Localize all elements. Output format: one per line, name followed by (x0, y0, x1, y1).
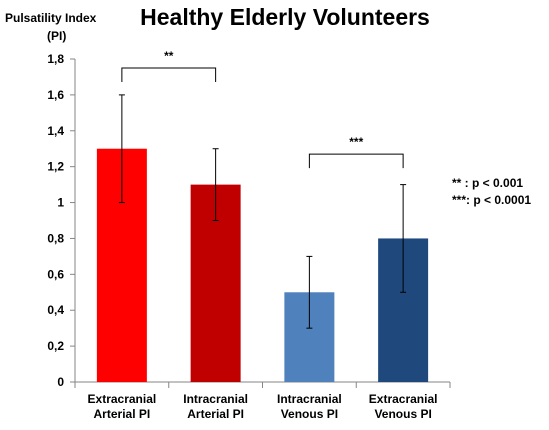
significance-bracket (308, 153, 404, 169)
y-tick-label: 1,4 (47, 124, 64, 138)
plot-area: 00,20,40,60,811,21,41,61,8ExtracranialAr… (47, 49, 451, 421)
y-tick-label: 0,4 (47, 303, 64, 317)
x-category-label: Venous PI (281, 407, 338, 421)
y-tick-label: 1,8 (47, 52, 64, 66)
y-axis-label-line1: Pulsatility Index (5, 11, 97, 25)
y-axis-label-line2: (PI) (47, 29, 66, 43)
x-category-label: Extracranial (88, 392, 157, 406)
legend-entry-double-star: ** : p < 0.001 (452, 176, 523, 190)
y-tick-label: 1,2 (47, 160, 64, 174)
y-tick-label: 0 (57, 375, 64, 389)
significance-label: ** (164, 49, 174, 63)
x-category-label: Intracranial (183, 392, 248, 406)
y-tick-label: 1 (57, 196, 64, 210)
x-category-label: Extracranial (369, 392, 438, 406)
y-tick-label: 0,2 (47, 339, 64, 353)
x-category-label: Arterial PI (187, 407, 244, 421)
significance-label: *** (349, 135, 363, 149)
significance-legend: ** : p < 0.001 ***: p < 0.0001 (452, 176, 531, 207)
chart-title: Healthy Elderly Volunteers (140, 4, 430, 30)
x-category-label: Intracranial (277, 392, 342, 406)
x-category-label: Arterial PI (94, 407, 151, 421)
x-category-label: Venous PI (374, 407, 431, 421)
y-tick-label: 1,6 (47, 88, 64, 102)
y-tick-label: 0,8 (47, 231, 64, 245)
y-tick-label: 0,6 (47, 267, 64, 281)
significance-bracket (121, 67, 217, 82)
legend-entry-triple-star: ***: p < 0.0001 (452, 193, 531, 207)
